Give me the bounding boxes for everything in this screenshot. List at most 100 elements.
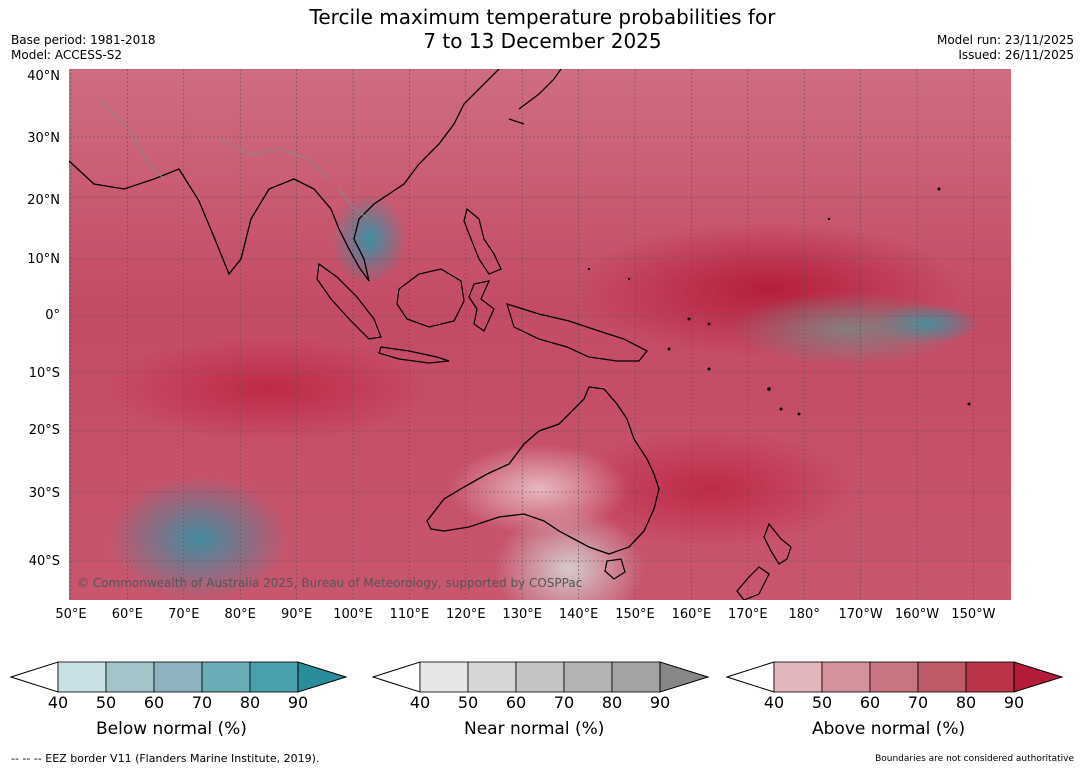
map-overlay [69,69,1011,600]
lon-label: 90°E [280,607,313,622]
model-name: Model: ACCESS-S2 [11,48,123,62]
legend-color-step [419,661,469,693]
legend-near-normal: Near normal (%) 40 50 60 70 80 90 [372,660,712,739]
model-run: Model run: 23/11/2025 [936,33,1074,47]
lon-label: 170°W [838,607,883,622]
new-guinea-coastline [506,303,648,362]
title-line-1: Tercile maximum temperature probabilitie… [309,5,776,29]
legend-tick-label: 80 [601,693,623,712]
legend-above-colorbar [726,661,1064,693]
meta-right: Model run: 23/11/2025 Issued: 26/11/2025 [937,33,1074,63]
legend-color-step [153,661,203,693]
new-zealand-coastline [736,522,792,600]
lon-label: 130°E [502,607,542,622]
pacific-islands [587,187,971,416]
legend-tick-label: 70 [191,693,213,712]
legend-below-normal: Below normal (%) 40 50 60 70 80 90 [10,660,350,739]
legend-color-step [249,661,299,693]
legend-tick-label: 60 [143,693,165,712]
lat-label: 30°S [28,486,60,501]
legend-color-step [105,661,155,693]
asia-coastline [69,69,500,282]
japan-coastline [508,69,562,125]
legend-color-step [467,661,517,693]
lat-label: 30°N [27,131,60,146]
legend-near-label: Near normal (%) [464,719,605,739]
australia-coastline [426,386,660,555]
lat-label: 10°N [27,252,60,267]
legend-max-extension [1013,661,1064,693]
lon-label: 110°E [389,607,430,622]
legend-color-step [821,661,871,693]
lon-label: 160°W [894,607,940,622]
legend-tick-label: 50 [95,693,117,712]
country-borders [98,98,370,220]
legend-min-extension [10,661,59,693]
legend-tick-label: 70 [907,693,929,712]
legend-color-step [869,661,919,693]
legend-tick-label: 80 [955,693,977,712]
legend-above-normal: Above normal (%) 40 50 60 70 80 90 [726,660,1066,739]
sulawesi-coastline [468,280,495,332]
lat-label: 20°N [27,193,60,208]
lon-label: 180° [788,607,820,622]
lat-label: 40°N [27,69,60,84]
lat-label: 10°S [28,366,60,381]
legend-tick-label: 40 [763,693,785,712]
legend-near-colorbar [372,661,710,693]
lon-label: 140°E [558,607,599,622]
lon-label: 60°E [111,607,144,622]
legend-tick-label: 40 [47,693,69,712]
tasmania-coastline [604,558,626,580]
legend-tick-label: 60 [505,693,527,712]
legend-tick-label: 70 [553,693,575,712]
lon-label: 120°E [446,607,486,622]
lat-label: 40°S [28,554,60,569]
base-period: Base period: 1981-2018 [11,33,156,47]
legend-color-step [917,661,967,693]
issued-date: Issued: 26/11/2025 [958,48,1074,62]
lat-label: 0° [45,308,60,323]
legend-min-extension [726,661,775,693]
legend-max-extension [297,661,348,693]
legend-color-step [515,661,565,693]
legend-max-extension [659,661,710,693]
legend-min-extension [372,661,421,693]
lon-label: 100°E [333,607,373,622]
lon-label: 80°E [224,607,256,622]
lon-label: 70°E [168,607,200,622]
legend-tick-label: 90 [649,693,671,712]
lon-label: 170°E [728,607,768,622]
lon-label: 150°E [615,607,655,622]
legend-tick-label: 50 [457,693,479,712]
legend-below-label: Below normal (%) [96,719,247,739]
boundaries-footnote: Boundaries are not considered authoritat… [875,754,1074,764]
probability-map: © Commonwealth of Australia 2025, Bureau… [69,69,1011,600]
lon-label: 50°E [55,607,87,622]
legend-color-step [965,661,1015,693]
chart-title: Tercile maximum temperature probabilitie… [0,5,1085,53]
legend-tick-label: 90 [287,693,309,712]
legend-color-step [201,661,251,693]
legend-tick-label: 40 [409,693,431,712]
borneo-coastline [396,268,465,328]
lon-label: 150°W [951,607,996,622]
java-coastline [378,346,450,364]
legend-color-step [773,661,823,693]
lon-label: 160°E [671,607,712,622]
legend-color-step [563,661,613,693]
legend-color-step [611,661,661,693]
copyright-note: © Commonwealth of Australia 2025, Bureau… [77,576,583,590]
title-line-2: 7 to 13 December 2025 [423,29,662,53]
sumatra-coastline [316,262,382,340]
philippines-coastline [463,207,502,275]
legend-tick-label: 60 [859,693,881,712]
legend-tick-label: 80 [239,693,261,712]
legend-color-step [57,661,107,693]
legend-above-label: Above normal (%) [812,719,966,739]
eez-footnote: -- -- -- EEZ border V11 (Flanders Marine… [11,752,320,765]
lat-label: 20°S [28,423,60,438]
meta-left: Base period: 1981-2018 Model: ACCESS-S2 [11,33,156,63]
legend-tick-label: 90 [1003,693,1025,712]
legend-below-colorbar [10,661,348,693]
